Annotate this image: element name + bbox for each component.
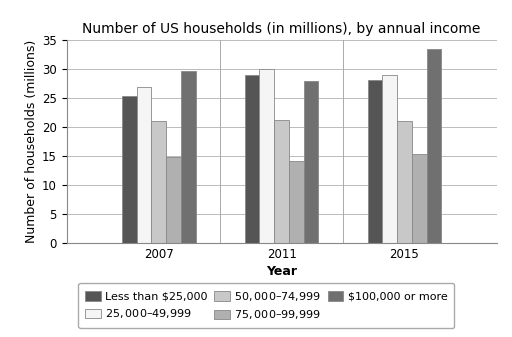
Bar <box>181 71 196 243</box>
Bar <box>122 96 137 243</box>
Bar <box>245 75 260 243</box>
Title: Number of US households (in millions), by annual income: Number of US households (in millions), b… <box>82 23 481 36</box>
Bar <box>274 120 289 243</box>
Bar <box>152 121 166 243</box>
X-axis label: Year: Year <box>266 265 297 278</box>
Bar <box>289 161 304 243</box>
Bar <box>304 81 318 243</box>
Bar <box>412 154 426 243</box>
Bar <box>166 157 181 243</box>
Bar <box>426 49 441 243</box>
Bar <box>382 75 397 243</box>
Bar <box>368 80 382 243</box>
Bar <box>137 87 152 243</box>
Bar <box>397 121 412 243</box>
Y-axis label: Number of households (millions): Number of households (millions) <box>25 40 38 243</box>
Legend: Less than $25,000, $25,000–$49,999, $50,000–$74,999, $75,000–$99,999, $100,000 o: Less than $25,000, $25,000–$49,999, $50,… <box>78 283 454 328</box>
Bar <box>260 69 274 243</box>
